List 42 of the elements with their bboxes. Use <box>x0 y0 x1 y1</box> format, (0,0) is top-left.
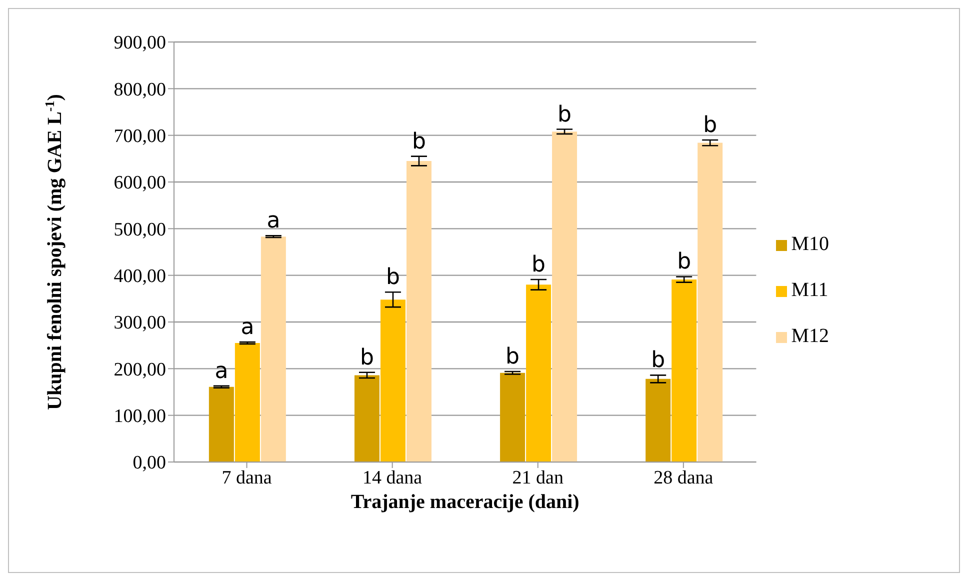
legend-label: M11 <box>791 278 828 300</box>
data-label: a <box>240 315 254 340</box>
data-label: b <box>651 348 666 374</box>
bar <box>552 132 578 462</box>
data-label: b <box>532 252 546 278</box>
y-tick-label: 200,00 <box>114 359 166 380</box>
bar <box>406 161 432 462</box>
data-label: b <box>506 344 520 370</box>
bar <box>234 343 260 462</box>
y-tick-label: 900,00 <box>114 32 166 54</box>
data-label: b <box>703 112 718 138</box>
y-tick-label: 800,00 <box>114 79 166 100</box>
data-label: a <box>266 208 280 234</box>
bar <box>646 378 671 462</box>
bar <box>380 300 406 462</box>
bar <box>526 284 552 462</box>
y-tick-label: 700,00 <box>114 126 166 148</box>
y-tick-label: 400,00 <box>114 266 166 288</box>
data-label: a <box>214 358 228 384</box>
bar <box>260 236 286 462</box>
x-tick-label: 7 dana <box>222 467 272 488</box>
legend-label: M12 <box>791 324 829 346</box>
y-tick-label: 0,00 <box>132 452 166 474</box>
bar <box>698 142 723 462</box>
legend-label: M10 <box>791 232 829 254</box>
bar <box>208 386 234 462</box>
data-label: b <box>677 250 692 275</box>
bar <box>354 375 380 462</box>
x-axis-title: Trajanje maceracije (dani) <box>350 491 580 513</box>
bar <box>500 372 526 462</box>
data-label: b <box>360 345 374 370</box>
y-tick-label: 500,00 <box>114 219 166 240</box>
data-label: b <box>386 265 400 290</box>
x-tick-label: 14 dana <box>362 467 423 488</box>
y-tick-label: 300,00 <box>114 312 166 334</box>
x-tick-label: 28 dana <box>654 467 714 488</box>
y-tick-label: 600,00 <box>114 172 166 194</box>
data-label: b <box>558 102 572 128</box>
bar <box>672 280 697 462</box>
y-tick-label: 100,00 <box>114 406 166 428</box>
data-label: b <box>412 129 426 154</box>
x-tick-label: 21 dan <box>512 467 564 488</box>
